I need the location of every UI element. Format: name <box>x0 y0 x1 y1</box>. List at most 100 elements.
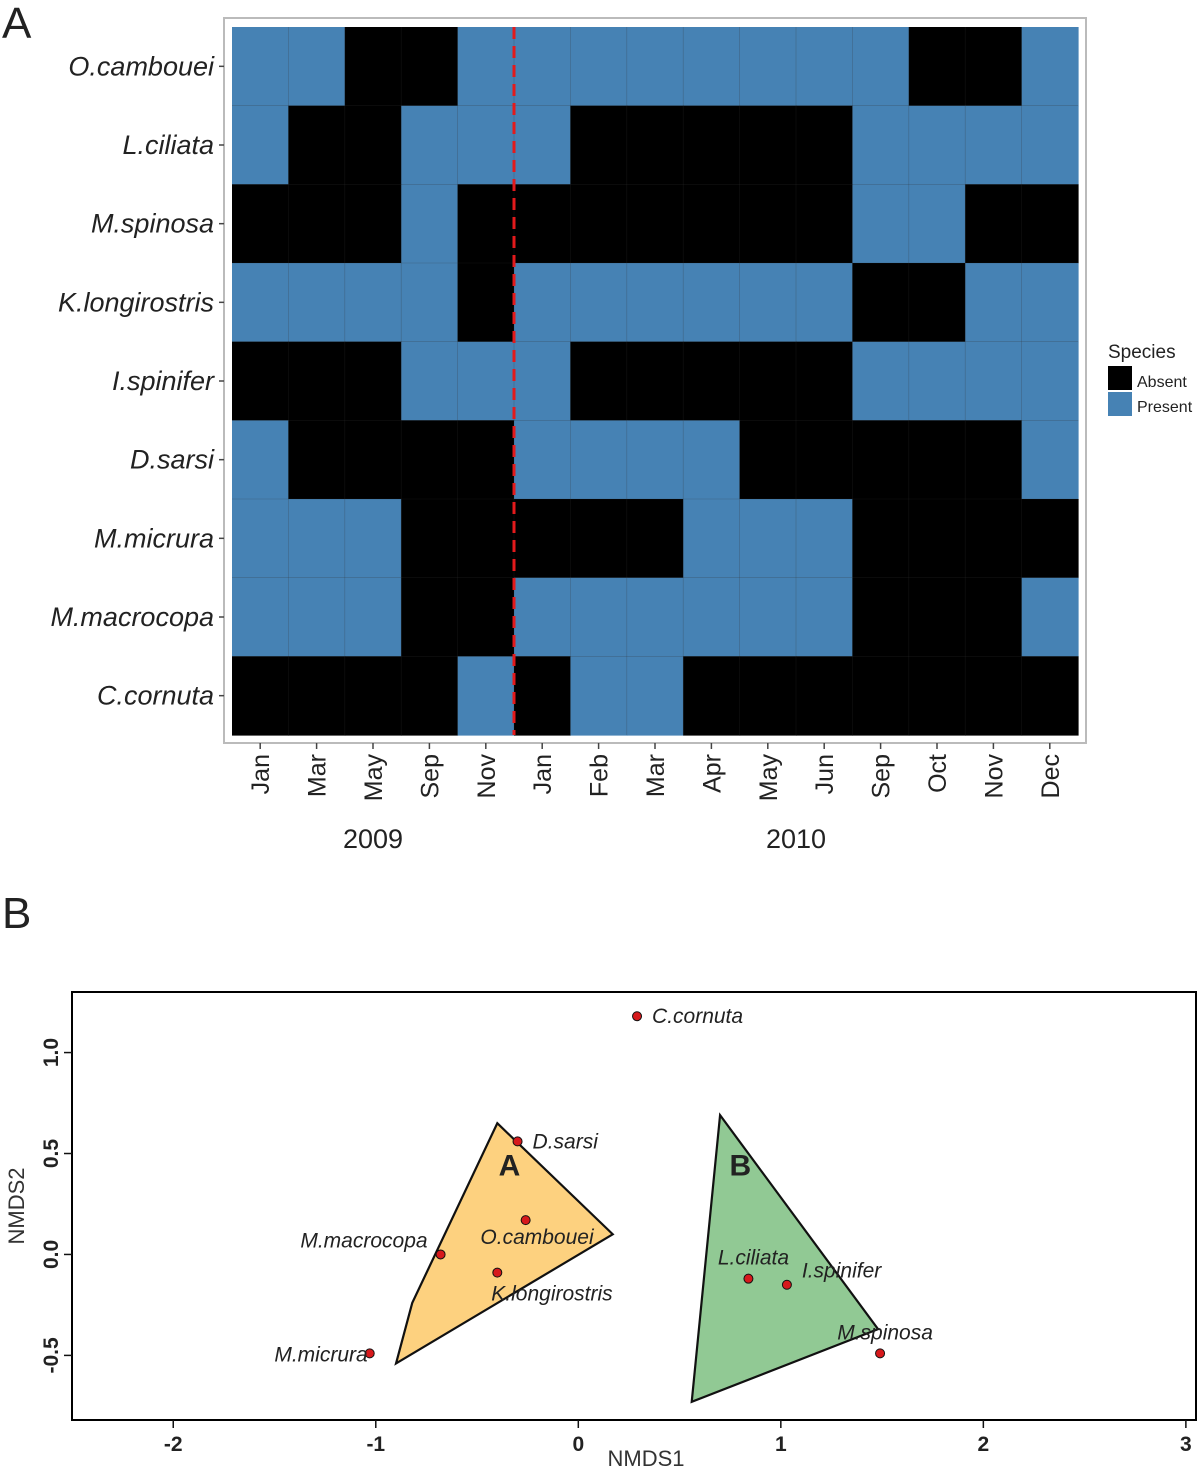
heatmap-cell <box>908 27 966 107</box>
month-label: Nov <box>980 754 1008 799</box>
heatmap-cell <box>908 499 966 579</box>
panel-a-label: A <box>2 0 32 48</box>
month-label: Sep <box>868 754 896 798</box>
heatmap-cell <box>514 27 571 107</box>
year-labels: 2009 2010 <box>343 824 826 854</box>
x-axis-title: NMDS1 <box>607 1446 684 1469</box>
point-c-cornuta <box>632 1011 643 1022</box>
heatmap-cell <box>796 341 853 421</box>
x-tick-label: -2 <box>164 1433 183 1456</box>
group-label-a: A <box>499 1150 521 1183</box>
heatmap-cell <box>796 27 853 107</box>
heatmap-cell <box>739 420 797 500</box>
heatmap-cell <box>908 420 966 500</box>
heatmap-cell <box>739 27 797 107</box>
legend-swatch-absent <box>1108 366 1132 390</box>
heatmap-cell <box>288 105 346 185</box>
month-label: Dec <box>1037 754 1065 798</box>
point-m-macrocopa <box>435 1249 446 1260</box>
y-axis-ticks: -0.5 0.0 0.5 1.0 <box>40 1038 72 1374</box>
x-tick-label: 1 <box>775 1433 787 1456</box>
legend-swatch-present <box>1108 392 1132 416</box>
legend-title: Species <box>1108 342 1176 363</box>
heatmap-cell <box>908 184 966 264</box>
species-legend: Species Absent Present <box>1108 342 1193 416</box>
heatmap-cell <box>683 420 741 500</box>
heatmap-cell <box>796 420 853 500</box>
heatmap-cell <box>908 577 966 657</box>
heatmap-cell <box>344 420 402 500</box>
point-m-micrura <box>364 1348 375 1359</box>
heatmap-cell <box>514 420 571 500</box>
month-label: Nov <box>473 754 501 799</box>
legend-label-present: Present <box>1137 399 1193 416</box>
heatmap-cell <box>796 184 853 264</box>
heatmap-cell <box>683 656 741 736</box>
point-m-spinosa <box>875 1348 886 1359</box>
species-label-l-ciliata: L.ciliata <box>122 130 214 160</box>
species-label-d-sarsi: D.sarsi <box>130 445 215 475</box>
species-label-m-macrocopa: M.macrocopa <box>50 602 214 632</box>
month-label: Feb <box>586 754 614 797</box>
month-label: Jun <box>811 754 839 794</box>
heatmap-cell <box>344 105 402 185</box>
heatmap-cell <box>683 577 741 657</box>
plot-frame <box>71 991 1197 1421</box>
heatmap-cell <box>908 263 966 343</box>
point-label-o-cambouei: O.cambouei <box>480 1226 595 1249</box>
month-label: Sep <box>416 754 444 798</box>
heatmap-cell <box>852 656 910 736</box>
heatmap-cell <box>570 656 628 736</box>
heatmap-cell <box>401 656 459 736</box>
month-label: Apr <box>698 754 726 793</box>
heatmap-cell <box>965 656 1023 736</box>
heatmap-cell <box>401 577 459 657</box>
heatmap-cell <box>288 577 346 657</box>
heatmap-cell <box>344 341 402 421</box>
heatmap-cell <box>965 499 1023 579</box>
heatmap-cell <box>739 341 797 421</box>
heatmap-cell <box>852 341 910 421</box>
point-label-k-longirostris: K.longirostris <box>491 1283 613 1306</box>
heatmap-cell <box>288 27 346 107</box>
heatmap-cell <box>852 420 910 500</box>
heatmap-cell <box>626 263 684 343</box>
heatmap-cell <box>344 27 402 107</box>
heatmap-cell <box>288 341 346 421</box>
y-tick-label: -0.5 <box>40 1337 63 1374</box>
heatmap-cell <box>965 27 1023 107</box>
heatmap-cell <box>852 499 910 579</box>
heatmap-cell <box>457 499 515 579</box>
heatmap-cell <box>232 420 289 500</box>
heatmap-cell <box>232 656 289 736</box>
heatmap-cell <box>852 27 910 107</box>
month-label: Jan <box>247 754 275 794</box>
heatmap-cell <box>570 420 628 500</box>
heatmap-cell <box>739 656 797 736</box>
heatmap-cell <box>683 184 741 264</box>
heatmap-cell <box>908 341 966 421</box>
species-label-i-spinifer: I.spinifer <box>112 366 215 396</box>
heatmap-cell <box>683 499 741 579</box>
species-axis-labels: O.cambouei L.ciliata M.spinosa K.longirostr… <box>50 51 224 711</box>
point-label-c-cornuta: C.cornuta <box>652 1005 743 1028</box>
heatmap-cell <box>739 499 797 579</box>
heatmap-cell <box>288 263 346 343</box>
heatmap-cell <box>401 184 459 264</box>
heatmap-cell <box>457 420 515 500</box>
heatmap-cell <box>232 184 289 264</box>
heatmap-cell <box>514 184 571 264</box>
heatmap-cell <box>626 27 684 107</box>
heatmap-cell <box>401 27 459 107</box>
heatmap-cell <box>457 263 515 343</box>
heatmap-cell <box>232 105 289 185</box>
month-axis-labels: Jan Mar May Sep Nov Jan Feb Mar Apr May Jun Sep Oct N… <box>247 743 1065 801</box>
heatmap-cell <box>1021 420 1079 500</box>
heatmap-cell <box>852 184 910 264</box>
species-label-m-spinosa: M.spinosa <box>91 209 214 239</box>
heatmap-cell <box>514 341 571 421</box>
heatmap-cell <box>796 263 853 343</box>
heatmap-cell <box>626 656 684 736</box>
heatmap-cell <box>965 341 1023 421</box>
